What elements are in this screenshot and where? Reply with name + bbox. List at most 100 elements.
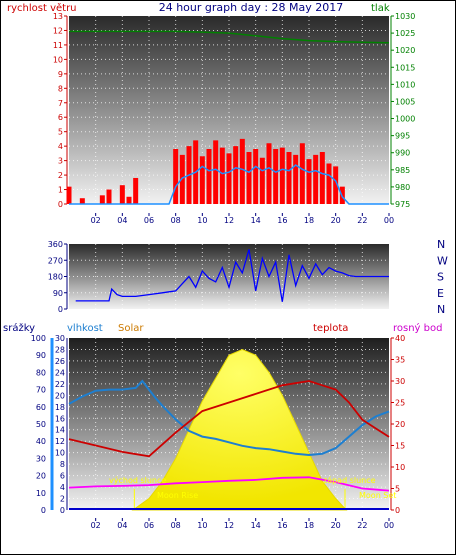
wind-tick-label: 9 [58,70,63,79]
wind-tick-label: 11 [53,41,63,50]
x-tick-label-wind: 08 [171,216,181,225]
temperature-tick-label: 40 [395,334,405,343]
pressure-tick-label: 1000 [395,115,415,124]
x-tick-label-weather: 20 [331,521,341,530]
temperature-tick-label: 25 [395,399,405,408]
solar-area [131,348,348,511]
pressure-tick-label: 985 [395,166,410,175]
compass-label: S [437,271,444,284]
precip-tick-label: 40 [36,437,46,446]
pressure-tick-label: 1030 [395,12,415,21]
humidity-tick-label: 30 [55,334,65,343]
x-tick-label-weather: 08 [171,521,181,530]
humidity-tick-label: 18 [55,403,65,412]
direction-tick-label: 0 [58,305,63,314]
direction-tick-label: 180 [48,273,63,282]
wind-gust-line [69,164,389,205]
wind-tick-label: 1 [58,186,63,195]
temperature-axis-title: teplota [313,323,348,334]
x-tick-label-weather: 00 [384,521,394,530]
precip-tick-label: 100 [31,334,46,343]
pressure-tick-label: 1020 [395,46,415,55]
precip-axis-title: srážky [3,322,35,334]
wind-series-layer [66,30,390,205]
x-tick-label-wind: 04 [117,216,127,225]
temperature-tick-label: 30 [395,377,405,386]
temperature-line [68,380,390,458]
compass-label: N [437,238,445,251]
sunrise-label: východ slunce [109,476,166,485]
humidity-tick-label: 0 [60,506,65,515]
humidity-tick-label: 24 [55,368,65,377]
moonset-label: Moon Set [359,491,396,500]
x-tick-label-weather: 14 [251,521,261,530]
wind-tick-label: 2 [58,171,63,180]
humidity-tick-label: 22 [55,380,65,389]
precip-tick-label: 60 [36,403,46,412]
wind-tick-label: 6 [58,113,63,122]
x-tick-label-wind: 20 [331,216,341,225]
humidity-tick-label: 4 [60,483,65,492]
wind-tick-label: 0 [58,200,63,209]
precip-tick-label: 0 [41,506,46,515]
precip-tick-label: 80 [36,368,46,377]
pressure-line [69,30,390,44]
sunset-label: západ slunce [323,476,376,485]
chart-title: 24 hour graph day : 28 May 2017 [159,1,344,14]
wind-tick-label: 5 [58,128,63,137]
precip-tick-label: 90 [36,351,46,360]
direction-tick-label: 270 [48,256,63,265]
direction-series-layer [75,249,389,302]
precip-tick-label: 10 [36,489,46,498]
x-tick-label-wind: 12 [224,216,234,225]
precip-tick-label: 20 [36,472,46,481]
temperature-tick-label: 0 [395,506,400,515]
humidity-tick-label: 2 [60,495,65,504]
x-tick-label-wind: 10 [197,216,207,225]
direction-tick-label: 90 [53,289,63,298]
humidity-tick-label: 12 [55,437,65,446]
wind-tick-label: 10 [53,55,63,64]
temperature-tick-label: 35 [395,356,405,365]
humidity-tick-label: 16 [55,414,65,423]
wind-tick-label: 13 [53,12,63,21]
pressure-tick-label: 990 [395,149,410,158]
humidity-tick-label: 28 [55,345,65,354]
pressure-tick-label: 1005 [395,97,415,106]
x-tick-label-wind: 00 [384,216,394,225]
direction-tick-label: 360 [48,240,63,249]
x-tick-label-wind: 22 [357,216,367,225]
temperature-tick-label: 20 [395,420,405,429]
dewpoint-line [68,476,390,492]
x-tick-label-wind: 06 [144,216,154,225]
x-tick-label-wind: 02 [91,216,101,225]
pressure-tick-label: 995 [395,132,410,141]
weather-series-layer [68,348,390,511]
x-tick-label-weather: 22 [357,521,367,530]
pressure-tick-label: 975 [395,200,410,209]
x-tick-label-weather: 12 [224,521,234,530]
wind-tick-label: 7 [58,99,63,108]
humidity-tick-label: 6 [60,472,65,481]
pressure-axis-title: tlak [371,3,390,14]
precip-tick-label: 30 [36,454,46,463]
humidity-axis-title: vlhkost [67,323,103,334]
precip-tick-label: 70 [36,386,46,395]
wind-tick-label: 4 [58,142,63,151]
temperature-tick-label: 5 [395,485,400,494]
x-tick-label-wind: 18 [304,216,314,225]
compass-label: W [437,254,448,267]
x-tick-label-wind: 16 [277,216,287,225]
moonrise-label: Moon Rise [157,491,198,500]
x-tick-label-weather: 10 [197,521,207,530]
compass-label: N [437,303,445,316]
x-tick-label-weather: 02 [91,521,101,530]
temperature-tick-label: 15 [395,442,405,451]
humidity-line [68,379,390,457]
pressure-tick-label: 980 [395,183,410,192]
x-tick-label-weather: 04 [117,521,127,530]
sun-moon-annotations: východ slunce západ slunce Moon Rise Moo… [109,476,396,500]
